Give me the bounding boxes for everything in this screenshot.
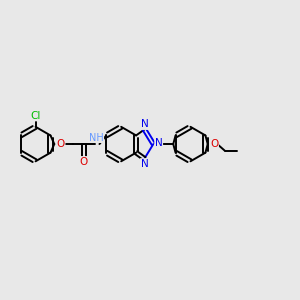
Text: N: N [155, 138, 163, 148]
Text: NH: NH [89, 133, 104, 142]
Text: Cl: Cl [30, 111, 41, 121]
Text: N: N [140, 119, 148, 129]
Text: O: O [210, 139, 218, 149]
Text: O: O [57, 139, 65, 149]
Text: O: O [80, 157, 88, 166]
Text: N: N [140, 159, 148, 169]
